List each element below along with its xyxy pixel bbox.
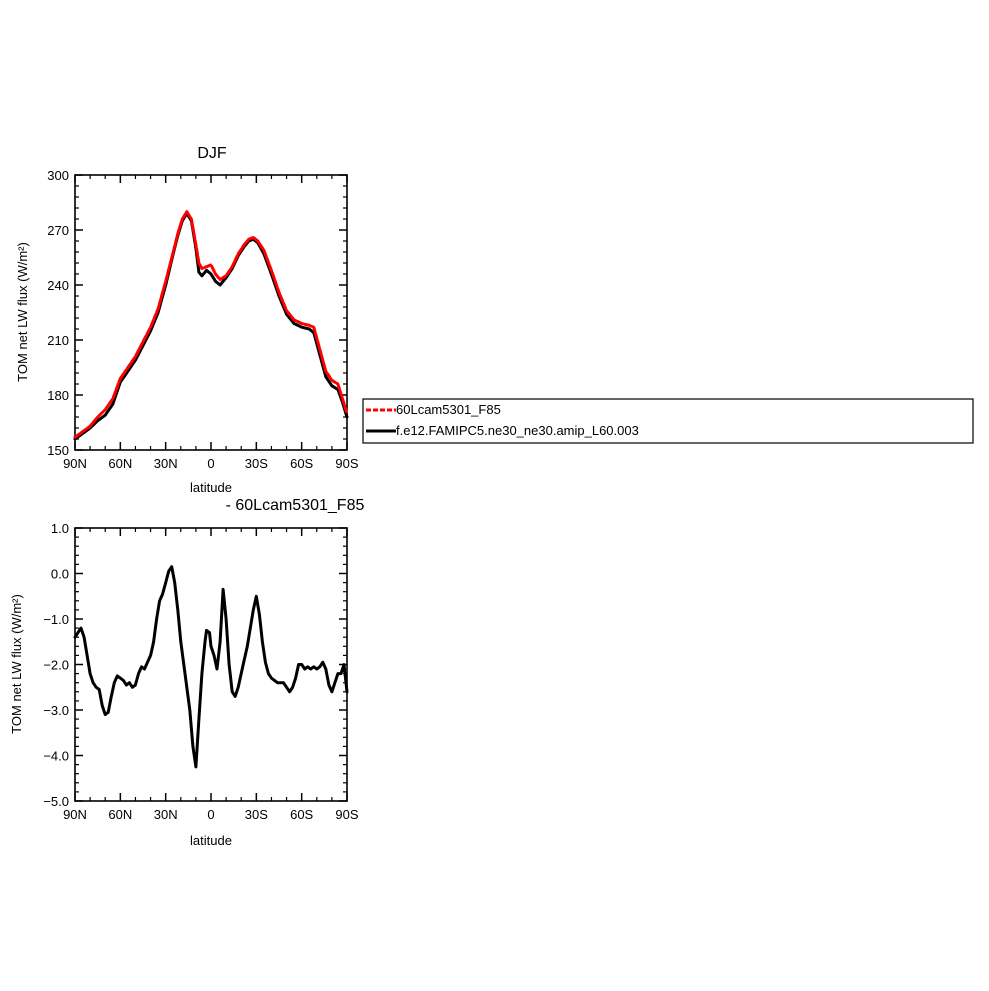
bottom-x-axis-label: latitude bbox=[190, 833, 232, 848]
bottom-y-axis-label: TOM net LW flux (W/m²) bbox=[9, 594, 24, 734]
bottom-axis-ticks: 90N 60N 30N 0 30S 60S 90S −5.0 −4.0 −3.0 −2.0 −1.0 0… bbox=[43, 521, 359, 822]
bottom-x-tick-label: 30N bbox=[154, 807, 178, 822]
top-y-tick-label: 150 bbox=[47, 443, 69, 458]
legend-box bbox=[362, 398, 974, 444]
top-plot-frame bbox=[74, 174, 348, 451]
top-x-tick-label: 30N bbox=[154, 456, 178, 471]
bottom-plot-frame bbox=[74, 527, 348, 802]
top-y-axis-label: TOM net LW flux (W/m²) bbox=[15, 242, 30, 382]
bottom-y-tick-label: −3.0 bbox=[43, 703, 69, 718]
bottom-y-tick-label: 1.0 bbox=[51, 521, 69, 536]
top-x-tick-label: 90N bbox=[63, 456, 87, 471]
bottom-x-tick-label: 60S bbox=[290, 807, 313, 822]
legend: 60Lcam5301_F85 f.e12.FAMIPC5.ne30_ne30.a… bbox=[362, 398, 974, 444]
bottom-x-tick-label: 90S bbox=[335, 807, 358, 822]
top-y-tick-label: 300 bbox=[47, 168, 69, 183]
top-x-tick-label: 60S bbox=[290, 456, 313, 471]
top-series-group bbox=[73, 210, 349, 441]
legend-entry-2: f.e12.FAMIPC5.ne30_ne30.amip_L60.003 bbox=[396, 423, 639, 438]
bottom-x-tick-label: 90N bbox=[63, 807, 87, 822]
bottom-y-tick-label: −5.0 bbox=[43, 794, 69, 809]
top-x-axis-label: latitude bbox=[190, 480, 232, 495]
top-panel: DJF 90N 60N 30N 0 30S 60S 90S 150 180 210 240 270 30… bbox=[15, 145, 359, 495]
top-x-tick-label: 30S bbox=[245, 456, 268, 471]
top-x-tick-label: 90S bbox=[335, 456, 358, 471]
bottom-y-tick-label: −1.0 bbox=[43, 612, 69, 627]
top-x-tick-label: 60N bbox=[108, 456, 132, 471]
top-series-line-2 bbox=[73, 212, 349, 441]
top-y-tick-label: 240 bbox=[47, 278, 69, 293]
bottom-x-tick-label: 30S bbox=[245, 807, 268, 822]
top-series-line-1 bbox=[73, 210, 349, 439]
bottom-series-line-1 bbox=[73, 565, 349, 769]
bottom-x-tick-label: 60N bbox=[108, 807, 132, 822]
bottom-panel: - 60Lcam5301_F85 90N 60N 30N 0 30S 60S 90S −5.0… bbox=[9, 497, 364, 848]
bottom-y-tick-label: 0.0 bbox=[51, 567, 69, 582]
bottom-y-tick-label: −2.0 bbox=[43, 658, 69, 673]
top-chart-title: DJF bbox=[197, 145, 227, 162]
bottom-chart-title: - 60Lcam5301_F85 bbox=[226, 497, 365, 514]
bottom-x-tick-label: 0 bbox=[207, 807, 214, 822]
top-axis-ticks: 90N 60N 30N 0 30S 60S 90S 150 180 210 240 270 300 bbox=[47, 168, 359, 471]
top-y-tick-label: 210 bbox=[47, 333, 69, 348]
legend-entry-1: 60Lcam5301_F85 bbox=[396, 402, 501, 417]
top-x-tick-label: 0 bbox=[207, 456, 214, 471]
top-y-tick-label: 270 bbox=[47, 223, 69, 238]
top-y-tick-label: 180 bbox=[47, 388, 69, 403]
bottom-series-group bbox=[73, 565, 349, 769]
bottom-y-tick-label: −4.0 bbox=[43, 749, 69, 764]
